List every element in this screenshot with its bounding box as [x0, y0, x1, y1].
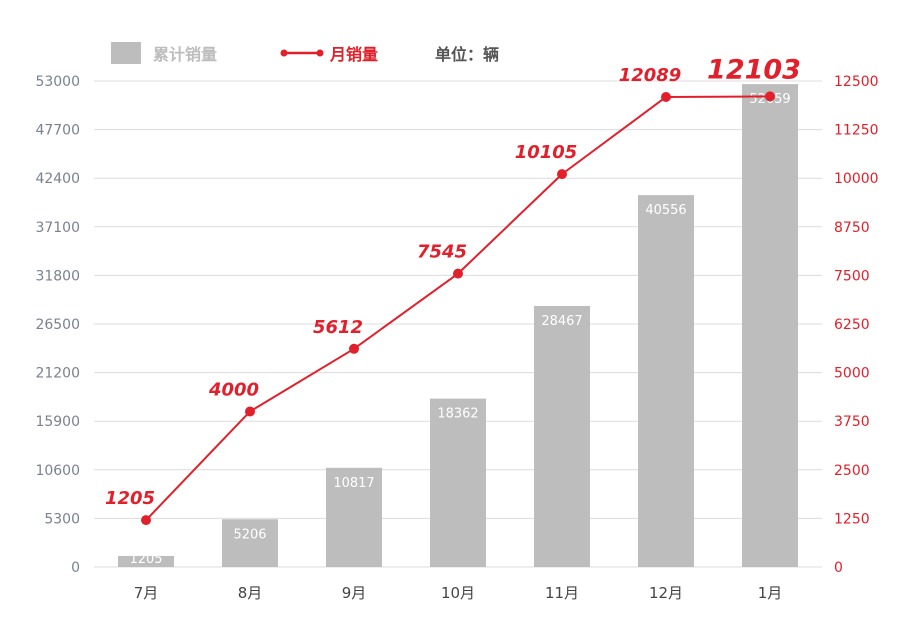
- line-value-label: 4000: [208, 379, 259, 400]
- left-axis-tick-label: 21200: [35, 366, 80, 382]
- bar-value-label: 28467: [541, 314, 582, 329]
- line-point: [661, 91, 671, 102]
- bar: [742, 84, 798, 568]
- chart-legend: 累计销量 月销量 单位：辆: [111, 42, 499, 64]
- left-y-axis: 0 5300 10600 15900 21200 26500 31800 37100 42400…: [35, 74, 80, 576]
- category-label: 10月: [441, 584, 475, 602]
- legend-bar-swatch: [111, 42, 141, 64]
- line-value-label: 12089: [619, 65, 682, 86]
- line-point: [765, 91, 775, 102]
- line-point: [245, 406, 255, 417]
- line-value-label: 5612: [313, 317, 363, 338]
- right-axis-tick-label: 0: [834, 560, 843, 576]
- right-axis-tick-label: 6250: [834, 317, 870, 333]
- bar: [534, 305, 590, 567]
- bar: [326, 467, 382, 567]
- bar: [638, 195, 694, 567]
- x-axis-categories: 7月 8月 9月 10月 11月 12月 1月: [134, 584, 783, 602]
- category-label: 1月: [758, 584, 783, 602]
- left-axis-tick-label: 37100: [35, 220, 80, 236]
- right-axis-tick-label: 8750: [834, 220, 870, 236]
- line-point: [141, 515, 151, 526]
- line-point: [453, 268, 463, 279]
- bar-value-label: 40556: [645, 203, 686, 218]
- legend-line-marker: [280, 49, 288, 57]
- category-label: 11月: [545, 584, 579, 602]
- right-axis-tick-label: 5000: [834, 366, 870, 382]
- category-label: 8月: [238, 584, 263, 602]
- right-axis-tick-label: 7500: [834, 268, 870, 284]
- left-axis-tick-label: 0: [71, 560, 80, 576]
- left-axis-tick-label: 26500: [35, 317, 80, 333]
- left-axis-tick-label: 10600: [35, 463, 80, 479]
- left-axis-tick-label: 5300: [44, 511, 80, 527]
- cumulative-sales-bars: [118, 84, 798, 568]
- bar: [118, 555, 174, 567]
- right-axis-tick-label: 2500: [834, 463, 870, 479]
- monthly-sales-points: [141, 91, 775, 526]
- legend-line-marker: [316, 49, 324, 57]
- bar: [430, 398, 486, 567]
- monthly-sales-labels: 1205 4000 5612 7545 10105 12089 12103: [105, 54, 801, 509]
- left-axis-tick-label: 53000: [35, 74, 80, 90]
- category-label: 7月: [134, 584, 159, 602]
- line-value-label: 12103: [707, 54, 801, 85]
- right-axis-tick-label: 10000: [834, 171, 879, 187]
- legend-line-label: 月销量: [329, 45, 378, 64]
- line-point: [349, 343, 359, 354]
- line-point: [557, 169, 567, 180]
- line-value-label: 1205: [105, 488, 155, 509]
- right-y-axis: 0 1250 2500 3750 5000 6250 7500 8750 10000 11250 1…: [834, 74, 879, 576]
- bar: [222, 519, 278, 567]
- bar-value-label: 10817: [333, 476, 374, 491]
- category-label: 9月: [342, 584, 367, 602]
- line-value-label: 7545: [417, 242, 467, 263]
- left-axis-tick-label: 31800: [35, 268, 80, 284]
- right-axis-tick-label: 12500: [834, 74, 879, 90]
- right-axis-tick-label: 11250: [834, 123, 879, 139]
- legend-bar-label: 累计销量: [153, 45, 217, 64]
- left-axis-tick-label: 42400: [35, 171, 80, 187]
- bar-value-label: 5206: [233, 527, 266, 542]
- left-axis-tick-label: 47700: [35, 123, 80, 139]
- line-value-label: 10105: [515, 142, 578, 163]
- category-label: 12月: [649, 584, 683, 602]
- bar-value-label: 18362: [437, 407, 478, 422]
- unit-label: 单位：辆: [435, 45, 499, 64]
- right-axis-tick-label: 3750: [834, 414, 870, 430]
- right-axis-tick-label: 1250: [834, 511, 870, 527]
- left-axis-tick-label: 15900: [35, 414, 80, 430]
- bar-value-label: 1205: [129, 552, 162, 567]
